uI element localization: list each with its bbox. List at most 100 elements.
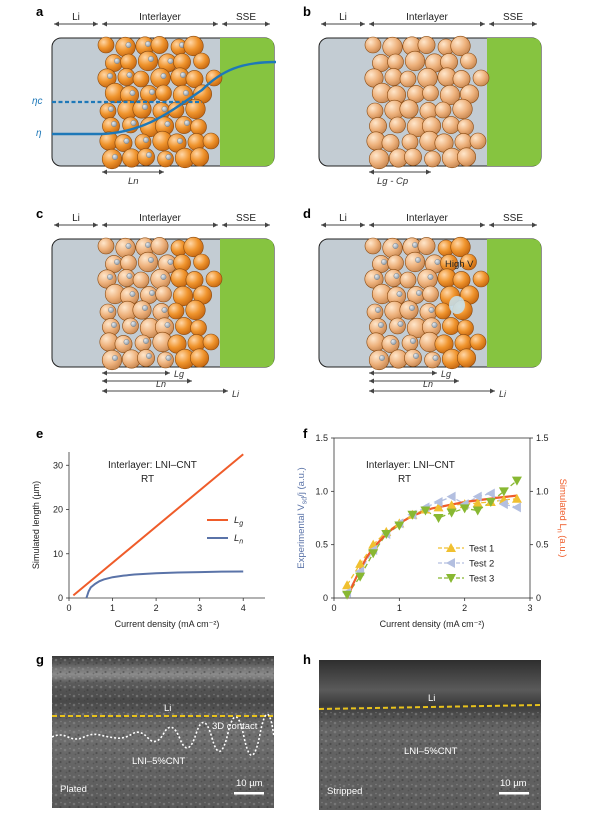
li-deposit [146,152,152,158]
li-span-arrow-head-right [360,21,365,27]
y-tick-label-left: 1.0 [315,486,328,496]
marker-Test 3 [342,590,353,600]
marker-Test 3 [472,506,483,516]
marker-Test 2 [446,491,456,502]
interlayer-span-arrow-head-left [102,21,107,27]
li-length-label: Li [232,389,240,399]
li-deposit [410,338,416,344]
li-deposit [375,307,381,313]
particle [120,254,137,272]
li-deposit [390,339,397,345]
sse-region [220,239,274,367]
x-tick-label: 3 [197,603,202,613]
li-deposit [129,291,136,297]
ln-arrow-head-left [102,169,107,175]
header-sse: SSE [503,213,523,224]
lg-label: Lg [441,369,451,379]
li-deposit [130,120,137,126]
li-deposit [143,338,149,344]
particle [167,302,185,320]
particle [132,70,150,88]
particle [134,334,152,352]
li-deposit [146,353,152,359]
y-axis-label: Simulated length (µm) [31,481,41,569]
li-span-arrow-head-left [321,21,326,27]
sem-label-material: LNI–5%CNT [132,756,186,767]
li-deposit [164,322,171,328]
particle [183,35,204,57]
x-tick-label: 2 [462,603,467,613]
particle [190,147,210,167]
li-deposit [413,353,419,359]
particle [117,269,136,287]
y-tick-label-left: 1.5 [315,433,328,443]
particle [381,134,400,152]
particle [193,253,210,271]
li-span-arrow-head-right [93,222,98,228]
particle [404,50,426,72]
particle [368,148,390,170]
annotation-e-2: RT [141,474,154,485]
li-deposit [142,104,148,110]
li-deposit [374,274,380,280]
particle [434,101,452,119]
y-tick-label-left: 0.5 [315,540,328,550]
particle [205,270,223,288]
particle [137,251,159,273]
particle [150,237,169,255]
particle [137,349,155,367]
legend-label-Test 2: Test 2 [469,559,494,570]
particle [422,84,439,102]
particle [150,67,171,89]
particle [185,98,206,120]
particle [382,237,403,259]
panel-b: b Li Interlayer SSE Lg - Cp [303,4,542,187]
y-tick-label-right: 1.0 [536,486,549,496]
particle [439,84,461,106]
sem-label-3d-contact: 3D contact [212,721,258,732]
interlayer-span-arrow-head-right [213,21,218,27]
particle [417,67,438,89]
interlayer-span-arrow-head-left [369,222,374,228]
li-deposit [114,58,120,64]
particle [132,99,152,119]
particle [368,349,390,371]
y-tick-label-right: 0.5 [536,540,549,550]
interlayer-span-arrow-head-right [480,222,485,228]
eta-label: η [36,128,42,139]
sem-texture [52,656,274,808]
li-deposit [161,106,168,112]
particle [389,317,406,335]
panel-label-a: a [36,4,44,19]
marker-Test 3 [459,504,470,514]
particle [150,268,171,290]
li-length-arrow-head-right [490,388,495,394]
lg-cp-arrow-head-right [426,169,431,175]
li-deposit [145,41,151,47]
li-deposit [112,154,118,160]
legend-label-Test 1: Test 1 [469,544,494,555]
particle [417,36,436,54]
particle [137,148,155,166]
y-tick-label-right: 0 [536,593,541,603]
interlayer-span-arrow-head-left [102,222,107,228]
marker-Test 2 [498,499,508,510]
li-deposit [107,73,113,79]
y-tick-label: 30 [53,460,63,470]
particle [115,237,136,259]
ln-arrow-head-right [187,378,192,384]
particle [457,118,474,136]
li-deposit [165,355,172,361]
particle [150,36,169,54]
particle [185,70,204,88]
particle [99,102,117,120]
li-deposit [108,106,114,112]
marker-Test 3 [407,510,418,520]
lg-label: Lg [174,369,184,379]
marker-Test 3 [433,514,444,523]
header-sse: SSE [503,12,523,23]
x-tick-label: 4 [241,603,246,613]
particle [202,132,220,150]
particle [134,133,152,151]
particle [401,133,419,151]
